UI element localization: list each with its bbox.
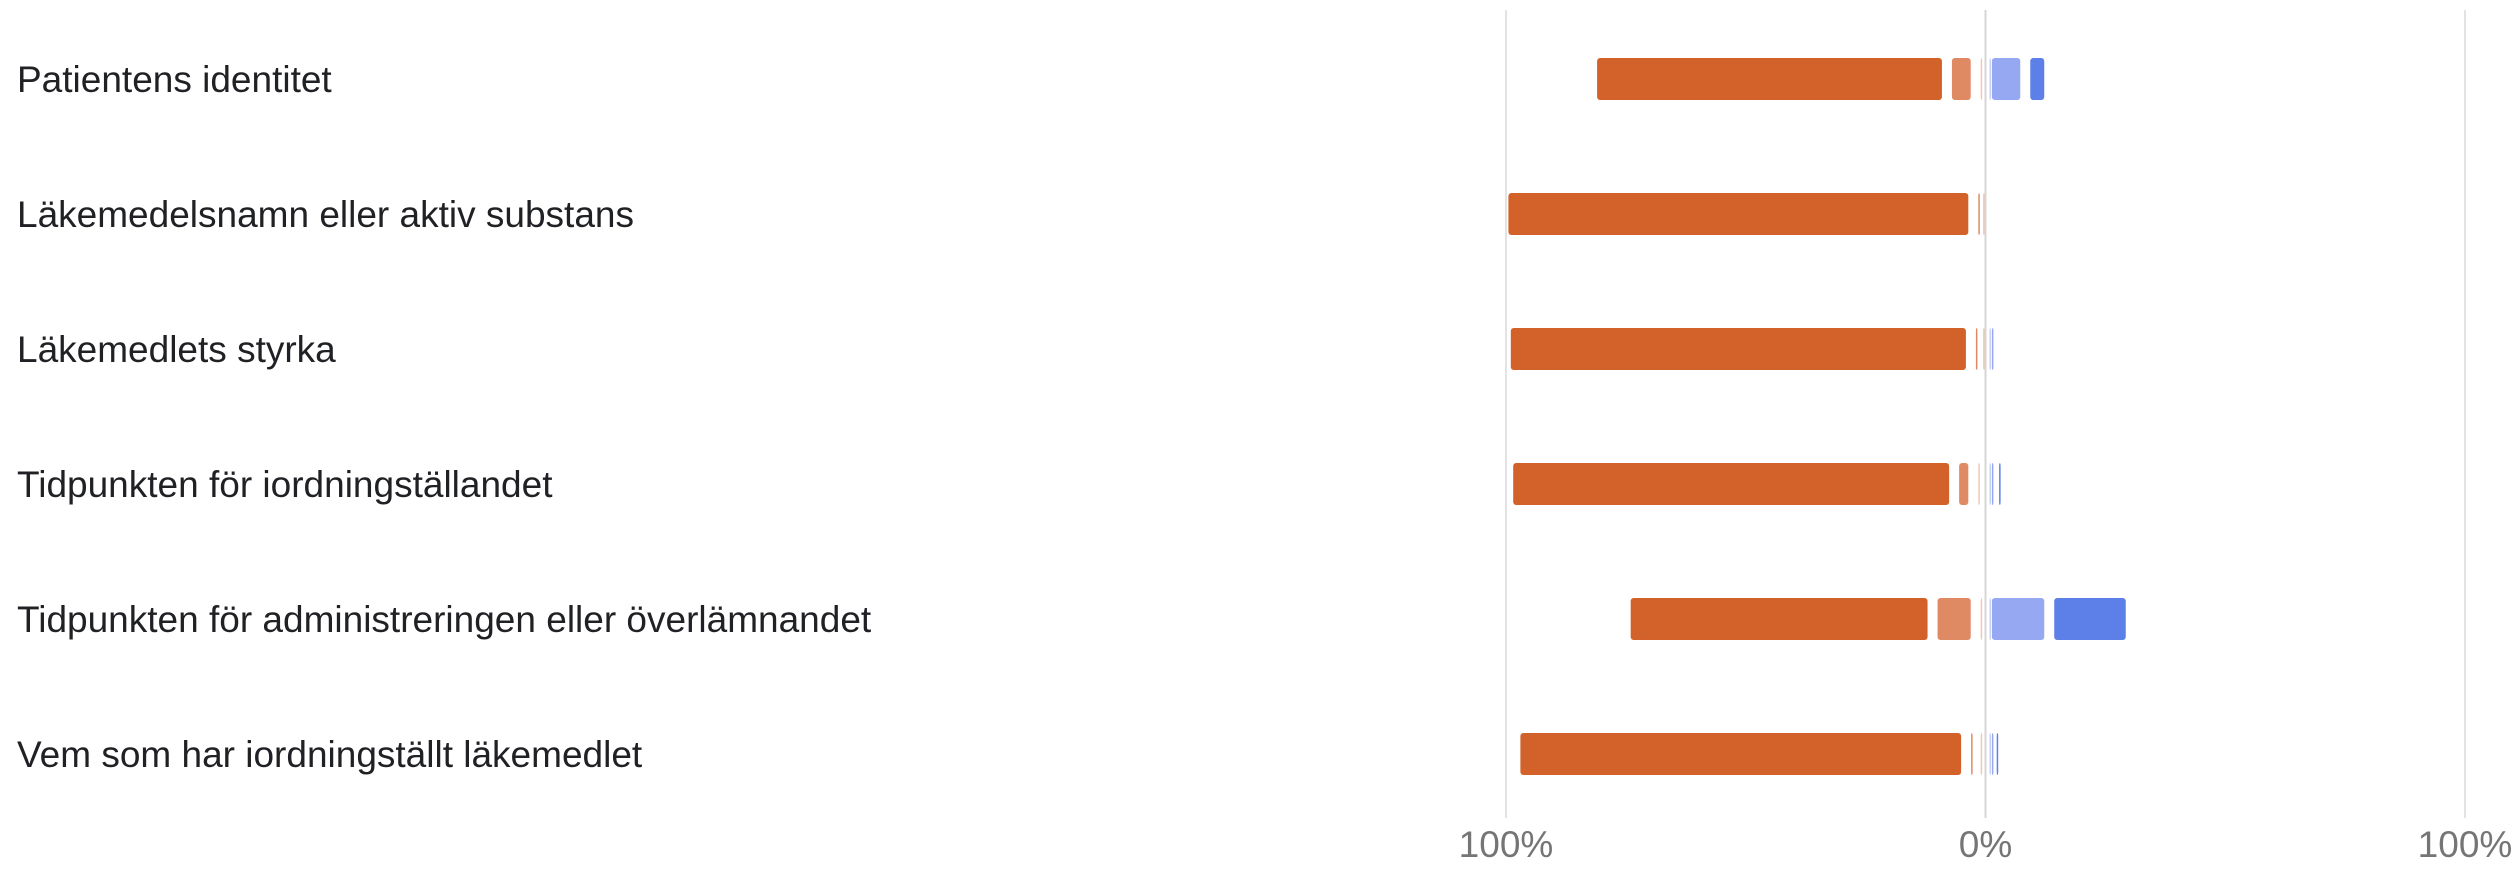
bar-segment-positive — [1991, 328, 1994, 370]
category-label: Tidpunkten för iordningställandet — [17, 464, 553, 505]
category-label: Läkemedlets styrka — [17, 329, 336, 370]
bar-segment-negative — [1937, 598, 1971, 640]
bar-segment-negative — [1978, 193, 1980, 235]
x-tick-label: 100% — [1459, 824, 1554, 865]
bar-segment-positive — [1991, 58, 2021, 100]
bar-segment-positive — [1991, 733, 1994, 775]
bar-segment-negative — [1983, 328, 1985, 370]
bar-segment-negative — [1513, 463, 1950, 505]
bar-segment-negative — [1959, 463, 1969, 505]
bar-segment-negative — [1978, 463, 1980, 505]
bar-segment-positive — [2054, 598, 2126, 640]
category-label: Vem som har iordningställt läkemedlet — [17, 734, 643, 775]
bar-segment-negative — [1508, 193, 1969, 235]
bar-segment-negative — [1980, 598, 1983, 640]
x-tick-label: 100% — [2418, 824, 2513, 865]
bar-segment-negative — [1520, 733, 1962, 775]
bar-segment-negative — [1630, 598, 1928, 640]
bar-segment-positive — [1989, 463, 1991, 505]
bar-segment-positive — [1989, 58, 1991, 100]
bar-segment-negative — [1980, 733, 1983, 775]
bar-segment-positive — [1999, 463, 2001, 505]
bar-segment-positive — [1991, 598, 2045, 640]
bar-segment-negative — [1983, 193, 1985, 235]
bar-segment-positive — [1989, 328, 1991, 370]
bar-segment-positive — [2030, 58, 2045, 100]
x-tick-label: 0% — [1959, 824, 2012, 865]
bar-segment-positive — [1989, 733, 1991, 775]
bar-segment-negative — [1980, 58, 1983, 100]
bar-segment-negative — [1971, 733, 1973, 775]
bar-segment-negative — [1975, 328, 1978, 370]
category-label: Patientens identitet — [17, 59, 332, 100]
category-label: Tidpunkten för administreringen eller öv… — [17, 599, 872, 640]
bar-segment-positive — [1989, 598, 1991, 640]
bar-segment-negative — [1510, 328, 1966, 370]
bar-segment-positive — [1991, 463, 1994, 505]
bar-segment-negative — [1597, 58, 1942, 100]
category-label: Läkemedelsnamn eller aktiv substans — [17, 194, 634, 235]
bar-segment-negative — [1951, 58, 1971, 100]
bar-segment-positive — [1996, 733, 1999, 775]
